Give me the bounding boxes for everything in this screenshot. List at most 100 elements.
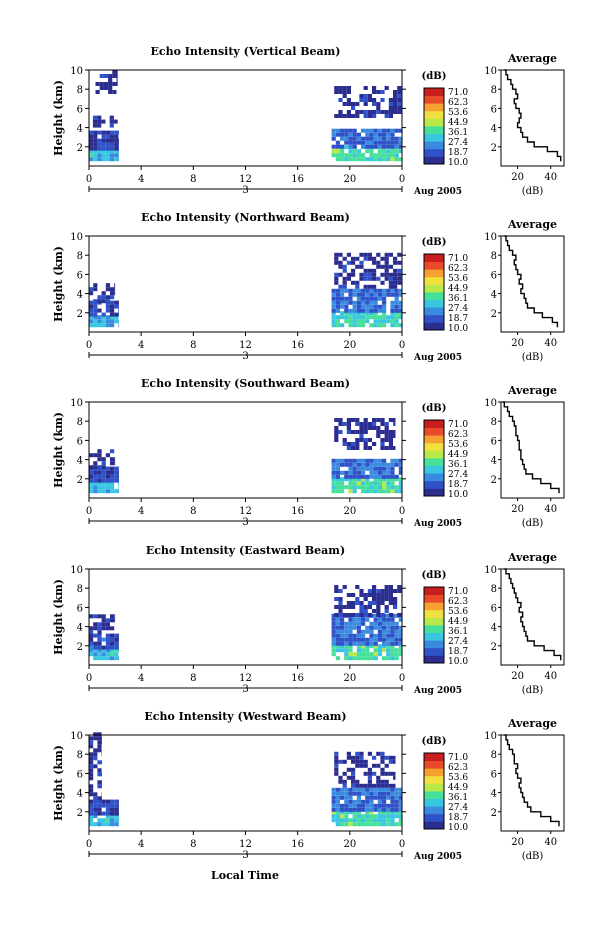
heatmap-cell — [363, 609, 368, 613]
heatmap-cell — [101, 315, 106, 320]
heatmap-cell — [346, 418, 351, 422]
heatmap-cell — [351, 446, 356, 450]
heatmap-cell — [97, 807, 102, 812]
heatmap-cell — [340, 300, 345, 305]
heatmap-cell — [356, 787, 361, 792]
panels: Echo Intensity (Vertical Beam)246810Heig… — [52, 45, 565, 862]
heatmap-cell — [108, 74, 113, 78]
heatmap-cell — [101, 645, 106, 650]
heatmap-cell — [388, 114, 393, 118]
heatmap-cell — [89, 760, 94, 765]
heatmap-cell — [101, 811, 106, 816]
colorbar-swatch — [424, 126, 444, 134]
heatmap-cell — [97, 811, 102, 816]
profile-y-tick-label: 10 — [484, 232, 497, 243]
heatmap-cell — [101, 323, 106, 328]
heatmap-cell — [331, 462, 336, 467]
colorbar-swatch — [424, 299, 444, 308]
heatmap-cell — [118, 807, 119, 812]
colorbar-tick-label: 44.9 — [448, 118, 468, 128]
heatmap-cell — [363, 272, 368, 277]
heatmap-cell — [398, 818, 402, 823]
heatmap-cell — [105, 803, 110, 808]
heatmap-cell — [97, 648, 102, 653]
heatmap-cell — [386, 641, 391, 646]
heatmap-cell — [89, 465, 94, 470]
x-tick-label: 8 — [190, 839, 196, 850]
heatmap-cell — [393, 589, 398, 593]
heatmap-cell — [344, 621, 349, 626]
heatmap-cell — [89, 807, 94, 812]
heatmap-cell — [342, 102, 347, 106]
colorbar-tick-label: 71.0 — [448, 753, 468, 763]
heatmap-cell — [384, 268, 389, 273]
heatmap-cell — [340, 481, 345, 486]
heatmap-cell — [97, 748, 102, 753]
heatmap-cell — [335, 814, 340, 819]
heatmap-cell — [331, 633, 336, 638]
heatmap-cell — [369, 803, 374, 808]
heatmap-cell — [110, 814, 115, 819]
heatmap-cell — [342, 442, 347, 446]
profile-title: Average — [507, 52, 557, 65]
heatmap-cell — [338, 252, 343, 257]
profile-y-tick-label: 10 — [484, 398, 497, 409]
heatmap-cell — [89, 319, 94, 324]
profile-x-label: (dB) — [522, 352, 544, 363]
heatmap-cell — [377, 485, 382, 490]
heatmap-cell — [352, 791, 357, 796]
heatmap-cell — [377, 466, 382, 471]
heatmap-cell — [361, 304, 366, 309]
heatmap-cell — [338, 90, 343, 94]
heatmap-cell — [114, 283, 116, 288]
heatmap-cell — [348, 799, 353, 804]
heatmap-cell — [355, 442, 360, 446]
heatmap-cell — [105, 478, 110, 483]
heatmap-cell — [384, 779, 389, 784]
heatmap-cell — [382, 140, 387, 145]
heatmap-cell — [356, 644, 361, 649]
heatmap-cell — [355, 755, 360, 760]
heatmap-cell — [363, 94, 368, 98]
heatmap-cell — [356, 311, 361, 316]
heatmap-cell — [114, 641, 119, 646]
heatmap-cell — [390, 656, 395, 661]
heatmap-cell — [342, 759, 347, 764]
heatmap-cell — [110, 626, 115, 631]
y-tick-label: 2 — [77, 475, 83, 486]
heatmap-cell — [352, 637, 357, 642]
heatmap-cell — [386, 470, 391, 475]
colorbar-swatch — [424, 141, 444, 150]
heatmap-cell — [393, 260, 398, 265]
heatmap-cell — [338, 114, 343, 118]
heatmap-cell — [89, 641, 94, 646]
heatmap-cell — [393, 434, 396, 438]
heatmap-cell — [394, 315, 399, 320]
heatmap-cell — [356, 292, 361, 297]
heatmap-cell — [386, 818, 391, 823]
heatmap-cell — [386, 157, 391, 162]
heatmap-cell — [382, 822, 387, 827]
heatmap-cell — [398, 304, 402, 309]
heatmap-cell — [377, 144, 382, 149]
heatmap-cell — [334, 755, 339, 760]
heatmap-cell — [331, 132, 336, 137]
heatmap-cell — [398, 157, 402, 162]
day-label: 3 — [242, 850, 248, 861]
y-tick-label: 8 — [77, 417, 83, 428]
heatmap-cell — [369, 799, 374, 804]
heatmap-cell — [331, 311, 336, 316]
heatmap-cell — [398, 136, 402, 141]
heatmap-cell — [377, 795, 382, 800]
panel-title: Echo Intensity (Northward Beam) — [141, 211, 350, 224]
heatmap-cell — [365, 132, 370, 137]
heatmap-cell — [367, 252, 372, 257]
x-tick-label: 12 — [239, 839, 252, 850]
heatmap-cell — [331, 144, 336, 149]
heatmap-cell — [388, 589, 393, 593]
heatmap-cell — [348, 128, 353, 133]
heatmap-cell — [99, 82, 104, 86]
heatmap-cell — [110, 300, 115, 305]
colorbar-swatch — [424, 798, 444, 807]
heatmap-cell — [365, 810, 370, 815]
